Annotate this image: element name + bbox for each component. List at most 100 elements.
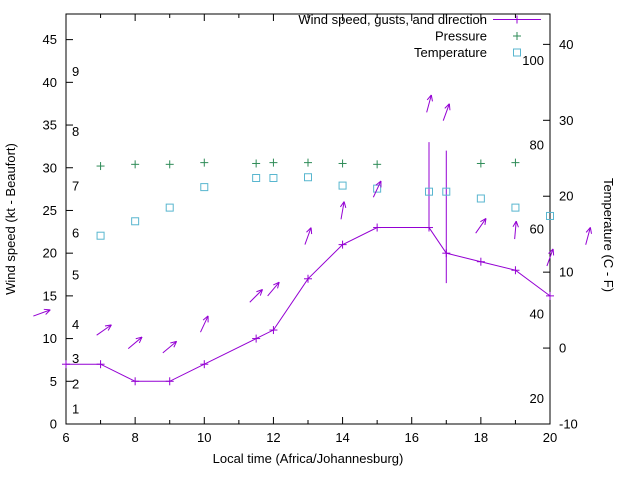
temp-tick-label: 30: [559, 113, 573, 128]
temp-tick-label: -10: [559, 417, 578, 432]
wind-direction-arrowhead: [515, 220, 519, 228]
wind-direction-arrow: [249, 289, 263, 303]
wind-direction-arrow: [442, 103, 450, 121]
wind-direction-arrowhead: [173, 341, 178, 348]
y-left-axis-label: Wind speed (kt - Beaufort): [3, 143, 18, 295]
temperature-marker: [476, 194, 485, 203]
fahrenheit-label: 60: [530, 222, 544, 237]
wind-direction-arrowhead: [138, 336, 143, 344]
beaufort-label: 7: [72, 179, 79, 194]
wind-direction-arrow: [200, 315, 209, 333]
wind-direction-arrowhead: [343, 201, 347, 209]
beaufort-label: 4: [72, 317, 79, 332]
temperature-marker: [304, 173, 312, 182]
wind-direction-arrowhead: [310, 227, 313, 235]
temp-tick-label: 10: [559, 265, 573, 280]
wind-direction-arrowhead: [375, 180, 382, 186]
temp-tick-label: 20: [559, 189, 573, 204]
wind-tick-label: 5: [50, 374, 57, 389]
wind-direction-arrow: [96, 324, 112, 336]
wind-direction-arrowhead: [444, 103, 450, 109]
wind-direction-arrowhead: [256, 289, 263, 293]
wind-direction-arrowhead: [107, 324, 112, 331]
wind-direction-arrow: [127, 336, 143, 350]
temp-tick-label: 40: [559, 37, 573, 52]
wind-direction-arrowhead: [426, 94, 432, 101]
wind-direction-arrowhead: [552, 248, 555, 256]
wind-direction-arrowhead: [430, 94, 433, 102]
wind-direction-arrowhead: [484, 218, 487, 225]
x-axis-label: Local time (Africa/Johannesburg): [213, 451, 404, 466]
wind-direction-arrow: [585, 227, 591, 245]
legend-label-temperature: Temperature: [414, 45, 487, 60]
wind-speed-line: [66, 227, 551, 382]
x-tick-label: 6: [62, 430, 69, 445]
wind-direction-arrowhead: [480, 218, 487, 223]
temperature-marker: [131, 217, 140, 226]
wind-tick-label: 25: [43, 203, 57, 218]
wind-tick-label: 20: [43, 246, 57, 261]
fahrenheit-label: 20: [530, 391, 544, 406]
wind-direction-arrow: [514, 221, 517, 240]
wind-direction-arrow: [546, 248, 554, 267]
fahrenheit-label: 100: [522, 53, 544, 68]
wind-tick-label: 30: [43, 160, 57, 175]
x-tick-label: 10: [197, 430, 211, 445]
temperature-marker: [338, 181, 347, 190]
wind-direction-arrowhead: [548, 248, 554, 254]
wind-direction-arrow: [340, 201, 345, 220]
wind-tick-label: 0: [50, 417, 57, 432]
wind-direction-arrow: [33, 309, 51, 317]
legend-label-wind: Wind speed, gusts, and direction: [298, 12, 487, 27]
wind-tick-label: 40: [43, 75, 57, 90]
temperature-marker: [425, 187, 433, 196]
wind-direction-arrowhead: [306, 227, 312, 233]
x-tick-label: 8: [132, 430, 139, 445]
temp-tick-label: 0: [559, 341, 566, 356]
wind-direction-arrowhead: [339, 201, 345, 208]
wind-direction-arrow: [426, 94, 432, 113]
wind-tick-label: 45: [43, 32, 57, 47]
temperature-marker: [373, 184, 382, 193]
temperature-marker: [511, 203, 520, 212]
wind-direction-arrowhead: [273, 281, 280, 286]
wind-direction-arrow: [475, 218, 487, 234]
beaufort-label: 8: [72, 124, 79, 139]
beaufort-label: 2: [72, 377, 79, 392]
temperature-marker: [442, 187, 451, 196]
beaufort-label: 5: [72, 267, 79, 282]
x-tick-label: 18: [474, 430, 488, 445]
wind-tick-label: 10: [43, 331, 57, 346]
temperature-marker: [269, 174, 278, 182]
wind-direction-arrow: [372, 180, 382, 198]
wind-direction-arrowhead: [104, 324, 112, 327]
wind-direction-arrowhead: [135, 336, 143, 340]
wind-direction-arrow: [304, 227, 312, 245]
wind-direction-arrow: [267, 281, 280, 297]
wind-direction-arrowhead: [259, 289, 263, 296]
wind-direction-arrowhead: [585, 227, 591, 233]
beaufort-label: 9: [72, 64, 79, 79]
x-tick-label: 12: [266, 430, 280, 445]
temperature-marker: [96, 231, 105, 240]
wind-tick-label: 15: [43, 288, 57, 303]
legend-label-pressure: Pressure: [435, 29, 487, 44]
beaufort-label: 3: [72, 351, 79, 366]
wind-direction-arrowhead: [277, 282, 280, 289]
wind-direction-arrowhead: [45, 309, 51, 315]
temperature-marker: [252, 174, 261, 182]
beaufort-label: 6: [72, 226, 79, 241]
wind-direction-arrowhead: [589, 227, 592, 234]
x-tick-label: 14: [335, 430, 349, 445]
wind-direction-arrowhead: [202, 315, 209, 321]
x-tick-label: 20: [543, 430, 557, 445]
wind-direction-arrowhead: [43, 308, 51, 311]
wind-direction-arrowhead: [170, 340, 177, 344]
fahrenheit-label: 80: [530, 137, 544, 152]
wind-direction-arrow: [162, 340, 177, 354]
wind-direction-arrowhead: [512, 220, 517, 228]
temperature-marker: [200, 183, 209, 192]
wind-tick-label: 35: [43, 118, 57, 133]
